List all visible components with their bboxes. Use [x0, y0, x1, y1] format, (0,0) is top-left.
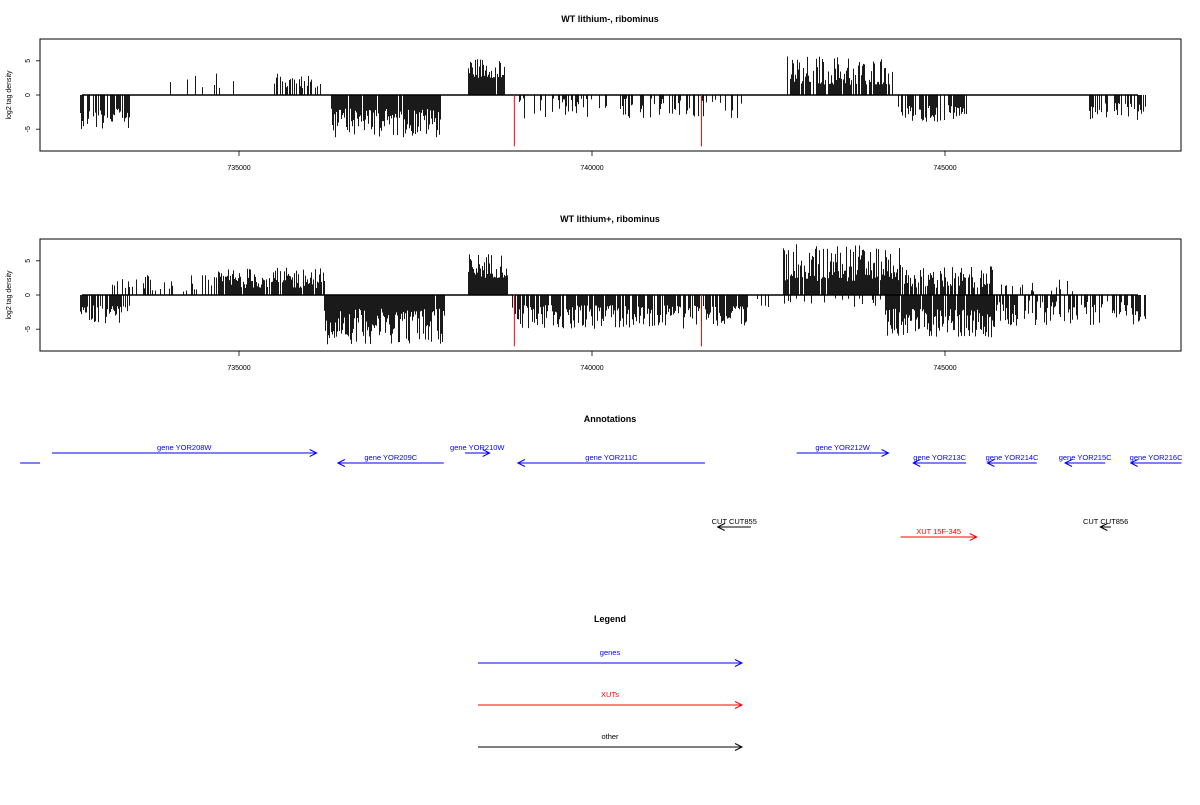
arrow-head	[734, 701, 744, 709]
annotation-features: gene YOR208W gene YOR209C gene YOR210W gene…	[20, 443, 1183, 541]
x-tick-label: 735000	[227, 165, 250, 172]
annotation-arrow	[986, 459, 1037, 467]
x-tick-label: 740000	[580, 165, 603, 172]
arrow-head	[516, 459, 526, 467]
annotation-arrow	[464, 449, 491, 457]
y-axis-label: log2 tag density	[6, 70, 13, 120]
arrow-head	[716, 523, 725, 531]
y-tick-label: 0	[25, 93, 32, 97]
red-markers	[513, 295, 702, 347]
legend: Legend genes XUTs other	[478, 614, 744, 751]
legend-title: Legend	[594, 614, 626, 624]
y-axis: 5 0 -5 log2 tag density	[6, 259, 40, 332]
x-tick-label: 745000	[933, 165, 956, 172]
y-tick-label: 5	[25, 59, 32, 63]
y-tick-label: -5	[25, 126, 32, 132]
track-panel-lithium-minus: WT lithium-, ribominus 5 0 -5 log2 tag d…	[6, 14, 1182, 172]
y-axis-label: log2 tag density	[6, 270, 13, 320]
annotation-arrow	[1099, 523, 1111, 531]
annotation-arrow	[912, 459, 967, 467]
signal-bars	[80, 244, 1146, 345]
x-axis: 735000 740000 745000	[227, 151, 957, 172]
y-tick-label: -5	[25, 326, 32, 332]
legend-label: genes	[600, 648, 621, 657]
annotation-label: gene YOR209C	[364, 453, 417, 462]
arrow-head	[969, 533, 978, 541]
annotation-label: gene YOR214C	[986, 453, 1039, 462]
legend-label: XUTs	[601, 690, 619, 699]
arrow-head	[1099, 523, 1108, 531]
arrow-head	[881, 449, 890, 457]
annotation-arrow	[336, 459, 444, 467]
x-tick-label: 745000	[933, 365, 956, 372]
legend-items: genes XUTs other	[478, 648, 744, 751]
annotation-arrow	[1129, 459, 1182, 467]
arrow-head	[734, 659, 744, 667]
x-axis: 735000 740000 745000	[227, 351, 957, 372]
arrow-head	[734, 743, 744, 751]
annotation-label: gene YOR212W	[815, 443, 870, 452]
annotation-arrow	[1063, 459, 1106, 467]
arrow-head	[1063, 459, 1073, 467]
annotation-arrow	[900, 533, 978, 541]
red-markers	[513, 95, 702, 147]
legend-arrow	[478, 659, 744, 667]
legend-label: other	[601, 732, 619, 741]
annotation-label: gene YOR215C	[1059, 453, 1112, 462]
y-axis: 5 0 -5 log2 tag density	[6, 59, 40, 132]
x-tick-label: 735000	[227, 365, 250, 372]
x-tick-label: 740000	[580, 365, 603, 372]
arrow-head	[986, 459, 995, 467]
arrow-head	[336, 459, 346, 467]
annotation-label: gene YOR208W	[157, 443, 212, 452]
annotation-label: XUT 15F-345	[916, 527, 961, 536]
annotation-label: CUT CUT855	[712, 517, 757, 526]
annotation-label: gene YOR216C	[1130, 453, 1183, 462]
annotation-arrow	[516, 459, 705, 467]
arrow-head	[309, 449, 318, 457]
annotation-label: gene YOR211C	[585, 453, 638, 462]
arrow-head	[912, 459, 921, 467]
signal-bars	[80, 56, 1146, 138]
annotation-label: CUT CUT856	[1083, 517, 1128, 526]
arrow-head	[1129, 459, 1138, 467]
legend-arrow	[478, 743, 744, 751]
annotation-arrow	[51, 449, 318, 457]
annotation-arrow	[796, 449, 890, 457]
y-tick-label: 5	[25, 259, 32, 263]
legend-arrow	[478, 701, 744, 709]
annotation-label: gene YOR213C	[913, 453, 966, 462]
y-tick-label: 0	[25, 293, 32, 297]
annotation-label: gene YOR210W	[450, 443, 505, 452]
panel-title: WT lithium+, ribominus	[560, 214, 660, 224]
arrow-head	[482, 449, 491, 457]
annotations-title: Annotations	[584, 414, 637, 424]
annotation-arrow	[716, 523, 751, 531]
panel-title: WT lithium-, ribominus	[561, 14, 659, 24]
track-panel-lithium-plus: WT lithium+, ribominus 5 0 -5 log2 tag d…	[6, 214, 1182, 372]
